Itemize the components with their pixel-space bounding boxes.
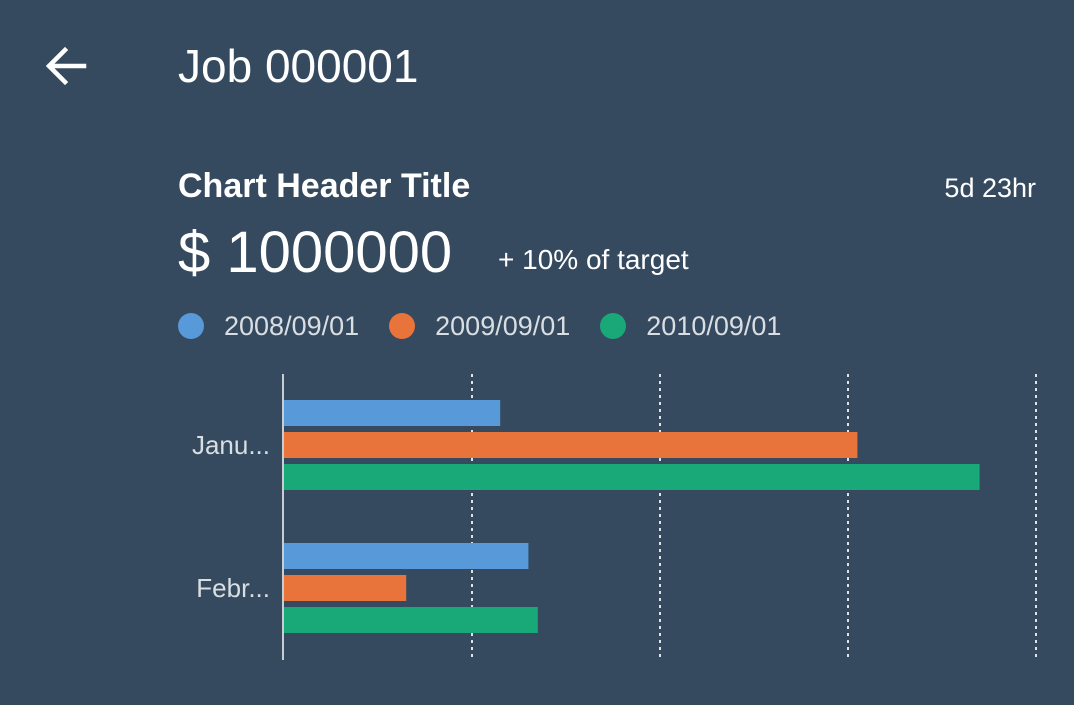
legend-item-series-1[interactable]: 2008/09/01 xyxy=(178,311,359,342)
category-label-1: Janu... xyxy=(192,430,270,460)
legend-label-series-2: 2009/09/01 xyxy=(435,310,571,341)
legend-item-series-3[interactable]: 2010/09/01 xyxy=(600,311,781,342)
arrow-left-icon xyxy=(45,46,87,86)
kpi-delta: + 10% of target xyxy=(498,244,689,275)
chart-title: Chart Header Title xyxy=(178,167,471,205)
legend-dot-series-3 xyxy=(600,313,627,339)
legend-label-series-1: 2008/09/01 xyxy=(224,310,360,341)
bar-1-series-1[interactable] xyxy=(284,400,501,426)
bar-2-series-3[interactable] xyxy=(284,607,538,633)
page-title: Job 000001 xyxy=(178,40,419,92)
bar-1-series-2[interactable] xyxy=(284,432,858,458)
chart-legend: 2008/09/01 2009/09/01 2010/09/01 xyxy=(178,308,811,344)
bar-2-series-1[interactable] xyxy=(284,543,529,569)
bar-1-series-3[interactable] xyxy=(284,464,980,490)
legend-dot-series-1 xyxy=(178,313,204,339)
back-button[interactable] xyxy=(36,36,96,96)
kpi-value: $ 1000000 xyxy=(178,220,453,285)
legend-dot-series-2 xyxy=(389,313,416,339)
chart-duration: 5d 23hr xyxy=(944,173,1036,203)
legend-item-series-2[interactable]: 2009/09/01 xyxy=(389,311,570,342)
legend-label-series-3: 2010/09/01 xyxy=(646,310,782,341)
category-label-2: Febr... xyxy=(196,573,270,603)
bar-2-series-2[interactable] xyxy=(284,575,407,601)
